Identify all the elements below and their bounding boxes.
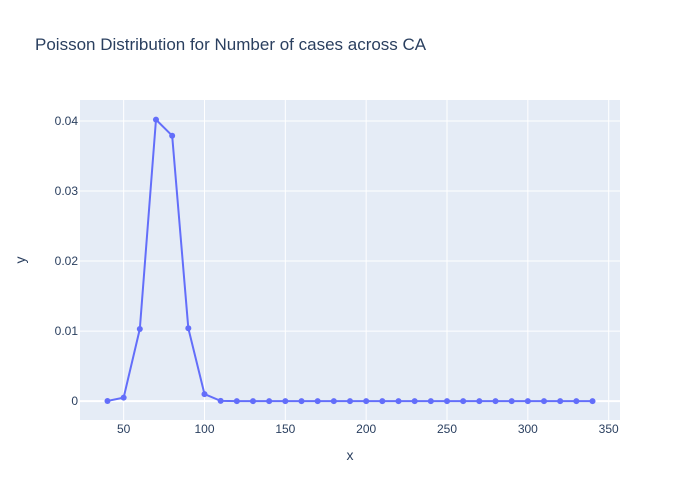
y-tick-label: 0.01 [55,324,79,338]
data-point[interactable] [201,391,208,398]
x-axis-ticks: 50 100 150 200 250 300 350 [117,422,619,436]
data-point[interactable] [347,398,353,405]
data-point[interactable] [120,394,127,401]
x-tick-label: 350 [599,422,619,436]
y-axis-title: y [12,257,28,264]
data-point[interactable] [330,398,337,405]
chart-title: Poisson Distribution for Number of cases… [35,35,427,54]
data-point[interactable] [363,398,370,405]
data-point[interactable] [573,398,580,405]
data-point[interactable] [298,398,305,405]
data-point[interactable] [104,397,111,404]
data-point[interactable] [249,398,256,405]
data-point[interactable] [266,398,273,405]
data-point[interactable] [217,397,224,404]
y-tick-label: 0.02 [55,254,79,268]
data-point[interactable] [589,398,596,405]
data-point[interactable] [233,398,240,405]
data-point[interactable] [460,398,467,405]
data-point[interactable] [395,398,402,405]
gridlines [80,100,620,420]
data-point[interactable] [185,325,192,332]
data-point[interactable] [411,398,418,405]
data-point[interactable] [152,116,159,123]
y-tick-label: 0.03 [55,184,79,198]
plot-area [80,100,620,420]
x-tick-label: 300 [518,422,538,436]
x-tick-label: 250 [437,422,457,436]
data-point[interactable] [282,398,289,405]
data-point[interactable] [169,132,176,139]
y-axis-ticks: 0 0.01 0.02 0.03 0.04 [55,114,79,408]
data-point[interactable] [427,398,434,405]
x-tick-label: 100 [194,422,214,436]
x-axis-title: x [347,447,354,463]
data-point[interactable] [492,398,499,405]
y-tick-label: 0 [71,394,78,408]
x-tick-label: 150 [275,422,295,436]
data-point[interactable] [508,398,515,405]
data-point[interactable] [524,398,531,405]
y-tick-label: 0.04 [55,114,79,128]
series-layer [104,116,596,405]
data-point[interactable] [379,398,386,405]
x-tick-label: 200 [356,422,376,436]
data-point[interactable] [476,398,483,405]
data-point[interactable] [541,398,548,405]
x-tick-label: 50 [117,422,131,436]
data-point[interactable] [136,325,143,332]
data-point[interactable] [314,398,321,405]
data-point[interactable] [557,398,564,405]
data-point[interactable] [444,398,451,405]
